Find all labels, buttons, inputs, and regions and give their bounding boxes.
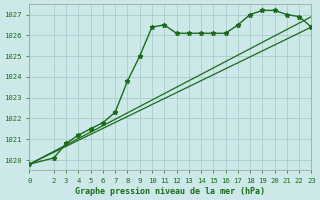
X-axis label: Graphe pression niveau de la mer (hPa): Graphe pression niveau de la mer (hPa) [76, 187, 265, 196]
